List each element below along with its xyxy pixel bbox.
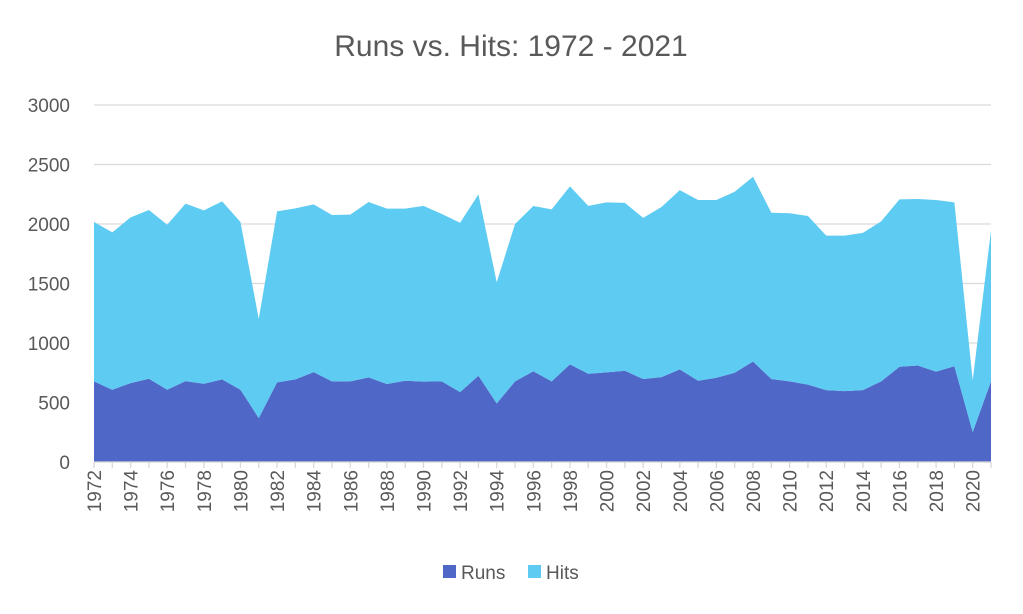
x-tick-label: 2010: [781, 470, 802, 512]
y-tick-label: 1500: [28, 275, 70, 296]
x-tick-label: 1994: [488, 470, 509, 513]
legend-swatch-runs: [443, 565, 456, 578]
x-tick-label: 1982: [268, 470, 289, 512]
legend: Runs Hits: [443, 563, 579, 584]
x-tick-label: 1998: [561, 470, 582, 512]
y-tick-label: 0: [59, 453, 70, 474]
x-tick-label: 2016: [890, 470, 911, 512]
x-tick-label: 1974: [122, 470, 143, 513]
area-series-hits: [94, 176, 991, 433]
x-tick-label: 2006: [707, 470, 728, 512]
x-tick-label: 1988: [378, 470, 399, 512]
y-tick-label: 2000: [28, 215, 70, 236]
chart-title: Runs vs. Hits: 1972 - 2021: [334, 30, 688, 63]
x-tick-label: 2014: [854, 470, 875, 513]
x-tick-label: 1992: [451, 470, 472, 512]
y-tick-label: 2500: [28, 156, 70, 177]
x-tick-label: 2002: [634, 470, 655, 512]
x-tick-label: 1972: [85, 470, 106, 512]
legend-swatch-hits: [528, 565, 541, 578]
x-tick-label: 1980: [231, 470, 252, 512]
legend-label-runs: Runs: [461, 563, 505, 584]
x-tick-label: 2004: [671, 470, 692, 513]
x-tick-label: 1986: [341, 470, 362, 512]
x-tick-label: 2008: [744, 470, 765, 512]
legend-label-hits: Hits: [546, 563, 579, 584]
x-tick-label: 2018: [927, 470, 948, 512]
x-tick-label: 2020: [964, 470, 985, 512]
x-tick-label: 1996: [524, 470, 545, 512]
x-tick-label: 1984: [305, 470, 326, 513]
x-tick-label: 1976: [158, 470, 179, 512]
area-series-runs: [94, 361, 991, 462]
x-tick-label: 1978: [195, 470, 216, 512]
y-tick-label: 1000: [28, 334, 70, 355]
x-tick-label: 2012: [817, 470, 838, 512]
x-tick-label: 2000: [598, 470, 619, 512]
x-tick-label: 1990: [415, 470, 436, 512]
y-tick-label: 3000: [28, 96, 70, 117]
y-tick-label: 500: [38, 394, 70, 415]
